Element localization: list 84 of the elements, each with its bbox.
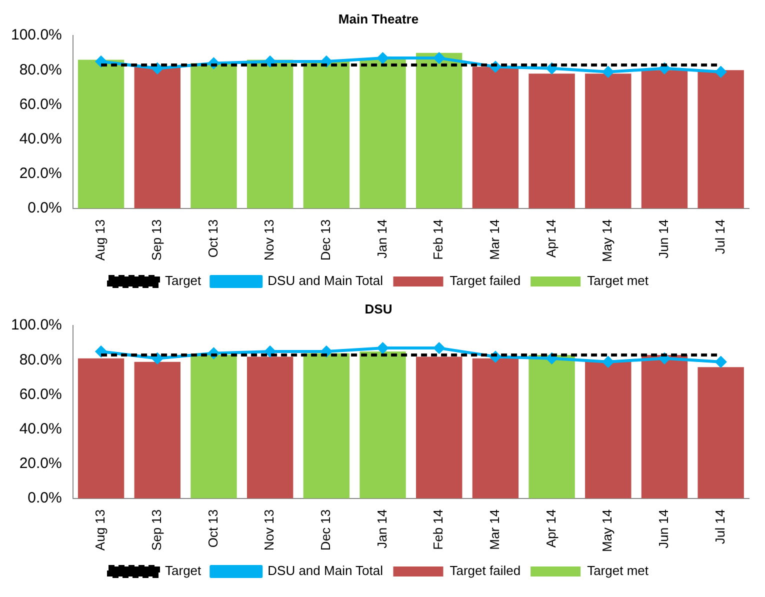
point bbox=[152, 352, 163, 364]
bar bbox=[190, 354, 237, 498]
y-tick-label: 0.0% bbox=[28, 490, 62, 507]
legend-label: Target bbox=[165, 563, 202, 578]
y-tick-label: 40.0% bbox=[19, 420, 62, 438]
x-tick-label: Mar 14 bbox=[487, 509, 502, 550]
bar bbox=[360, 58, 406, 208]
point bbox=[264, 346, 276, 358]
legend-label: Target met bbox=[587, 273, 649, 288]
point bbox=[715, 66, 726, 78]
point bbox=[264, 56, 276, 68]
point bbox=[377, 342, 388, 354]
x-tick-label: Apr 14 bbox=[543, 509, 558, 548]
x-tick-label: Jul 14 bbox=[712, 219, 728, 254]
x-tick-label: Dec 13 bbox=[318, 509, 333, 551]
bar bbox=[416, 52, 462, 208]
x-tick-label: Aug 13 bbox=[92, 219, 108, 261]
bar bbox=[472, 66, 519, 208]
y-tick-label: 80.0% bbox=[19, 61, 62, 78]
bar bbox=[246, 60, 294, 208]
y-tick-label: 60.0% bbox=[19, 386, 62, 403]
x-tick-label: Jun 14 bbox=[656, 509, 672, 548]
bar bbox=[641, 354, 688, 498]
x-tick-label: Jun 14 bbox=[656, 219, 672, 258]
y-tick-label: 100.0% bbox=[11, 26, 62, 44]
bar bbox=[698, 70, 744, 208]
x-tick-label: Sep 13 bbox=[148, 219, 164, 261]
bar bbox=[585, 360, 632, 498]
point bbox=[715, 356, 726, 368]
bar bbox=[360, 352, 406, 498]
x-tick-label: Jul 14 bbox=[712, 509, 728, 544]
bar bbox=[698, 367, 744, 498]
x-tick-label: Nov 13 bbox=[262, 219, 277, 261]
bar bbox=[303, 62, 350, 208]
bar bbox=[246, 356, 294, 498]
legend-label: DSU and Main Total bbox=[268, 563, 384, 578]
legend-label: DSU and Main Total bbox=[268, 273, 384, 288]
y-tick-label: 80.0% bbox=[19, 351, 62, 368]
legend-label: Target bbox=[165, 273, 202, 288]
chart-title: DSU bbox=[364, 301, 392, 316]
bar bbox=[134, 362, 180, 498]
x-tick-label: Feb 14 bbox=[430, 509, 446, 550]
x-tick-label: Oct 13 bbox=[205, 509, 220, 548]
x-tick-label: Dec 13 bbox=[318, 219, 333, 261]
x-tick-label: Sep 13 bbox=[148, 509, 164, 551]
bar bbox=[528, 354, 575, 498]
bar bbox=[190, 63, 237, 208]
point bbox=[377, 52, 388, 64]
chart-title: Main Theatre bbox=[338, 11, 419, 26]
y-tick-label: 0.0% bbox=[28, 200, 62, 217]
x-tick-label: Jan 14 bbox=[374, 219, 390, 258]
bar bbox=[472, 358, 519, 498]
point bbox=[434, 342, 445, 354]
point bbox=[96, 346, 107, 358]
point bbox=[152, 62, 163, 74]
point bbox=[602, 356, 614, 368]
legend-label: Target failed bbox=[450, 563, 521, 578]
x-tick-label: Mar 14 bbox=[487, 219, 502, 260]
bar bbox=[585, 74, 632, 208]
bar bbox=[78, 358, 124, 498]
bar bbox=[641, 70, 688, 208]
x-tick-label: Apr 14 bbox=[543, 219, 558, 258]
legend-label: Target met bbox=[587, 563, 649, 578]
bar bbox=[78, 60, 124, 208]
x-tick-label: Nov 13 bbox=[262, 509, 277, 551]
y-tick-label: 20.0% bbox=[19, 454, 62, 472]
x-tick-label: May 14 bbox=[600, 509, 615, 552]
y-tick-label: 20.0% bbox=[19, 164, 62, 182]
legend-label: Target failed bbox=[450, 273, 521, 288]
x-tick-label: Oct 13 bbox=[205, 219, 220, 258]
bar bbox=[303, 353, 350, 498]
x-tick-label: Aug 13 bbox=[92, 509, 108, 551]
bar bbox=[416, 356, 462, 498]
x-tick-label: Feb 14 bbox=[430, 219, 446, 260]
x-tick-label: May 14 bbox=[600, 219, 615, 262]
bar bbox=[528, 74, 575, 208]
point bbox=[602, 66, 614, 78]
y-tick-label: 60.0% bbox=[19, 96, 62, 113]
bar bbox=[134, 66, 180, 208]
y-tick-label: 100.0% bbox=[11, 316, 62, 334]
y-tick-label: 40.0% bbox=[19, 130, 62, 148]
point bbox=[96, 56, 107, 68]
x-tick-label: Jan 14 bbox=[374, 509, 390, 548]
point bbox=[434, 52, 445, 64]
